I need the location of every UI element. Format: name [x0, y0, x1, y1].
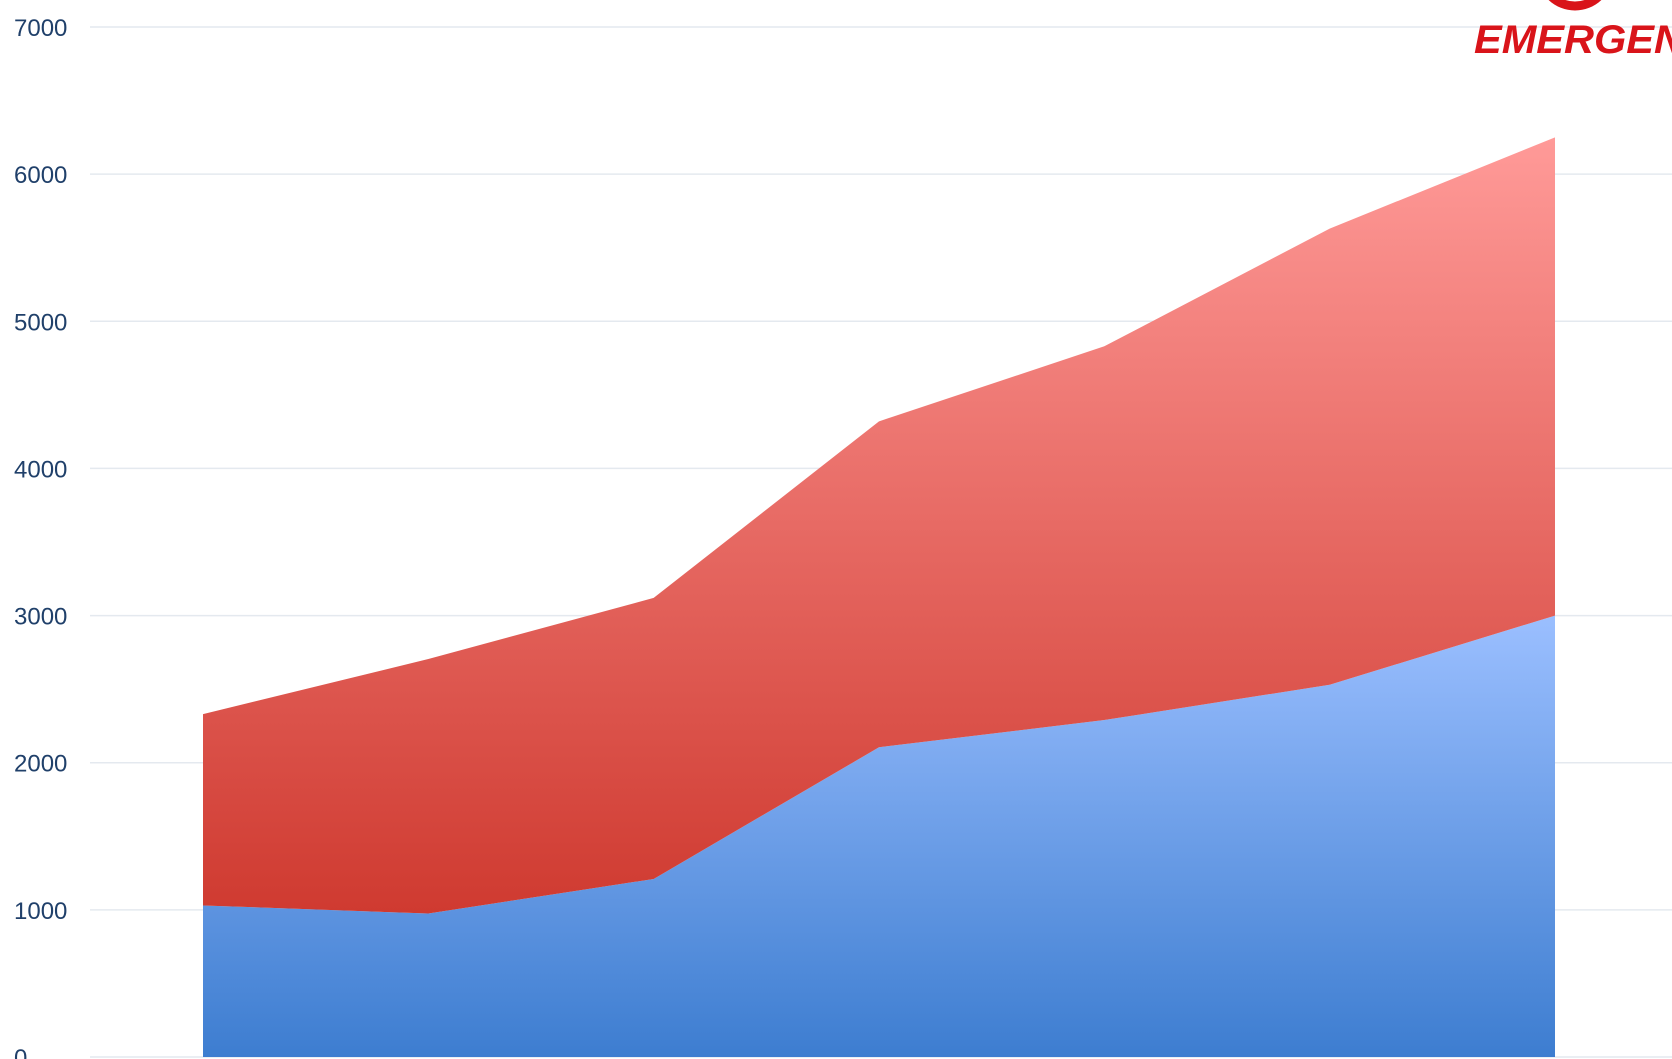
y-tick-label: 7000 — [14, 15, 67, 42]
y-tick-label: 2000 — [14, 751, 67, 778]
y-tick-label: 5000 — [14, 309, 67, 336]
area-series-2 — [203, 137, 1555, 914]
y-tick-label: 3000 — [14, 604, 67, 631]
brand-logo: EMERGEN — [1474, 0, 1672, 62]
y-tick-label: 1000 — [14, 898, 67, 925]
y-tick-label: 6000 — [14, 162, 67, 189]
y-tick-label: 4000 — [14, 456, 67, 483]
logo-ring-icon — [1548, 0, 1602, 11]
y-axis-tick-labels: 0 1000 2000 3000 4000 5000 6000 7000 — [14, 15, 67, 1059]
area-series-1 — [203, 615, 1555, 1057]
logo-text: EMERGEN — [1474, 18, 1672, 62]
area-series-group — [203, 137, 1555, 1057]
y-tick-label: 0 — [14, 1045, 27, 1059]
